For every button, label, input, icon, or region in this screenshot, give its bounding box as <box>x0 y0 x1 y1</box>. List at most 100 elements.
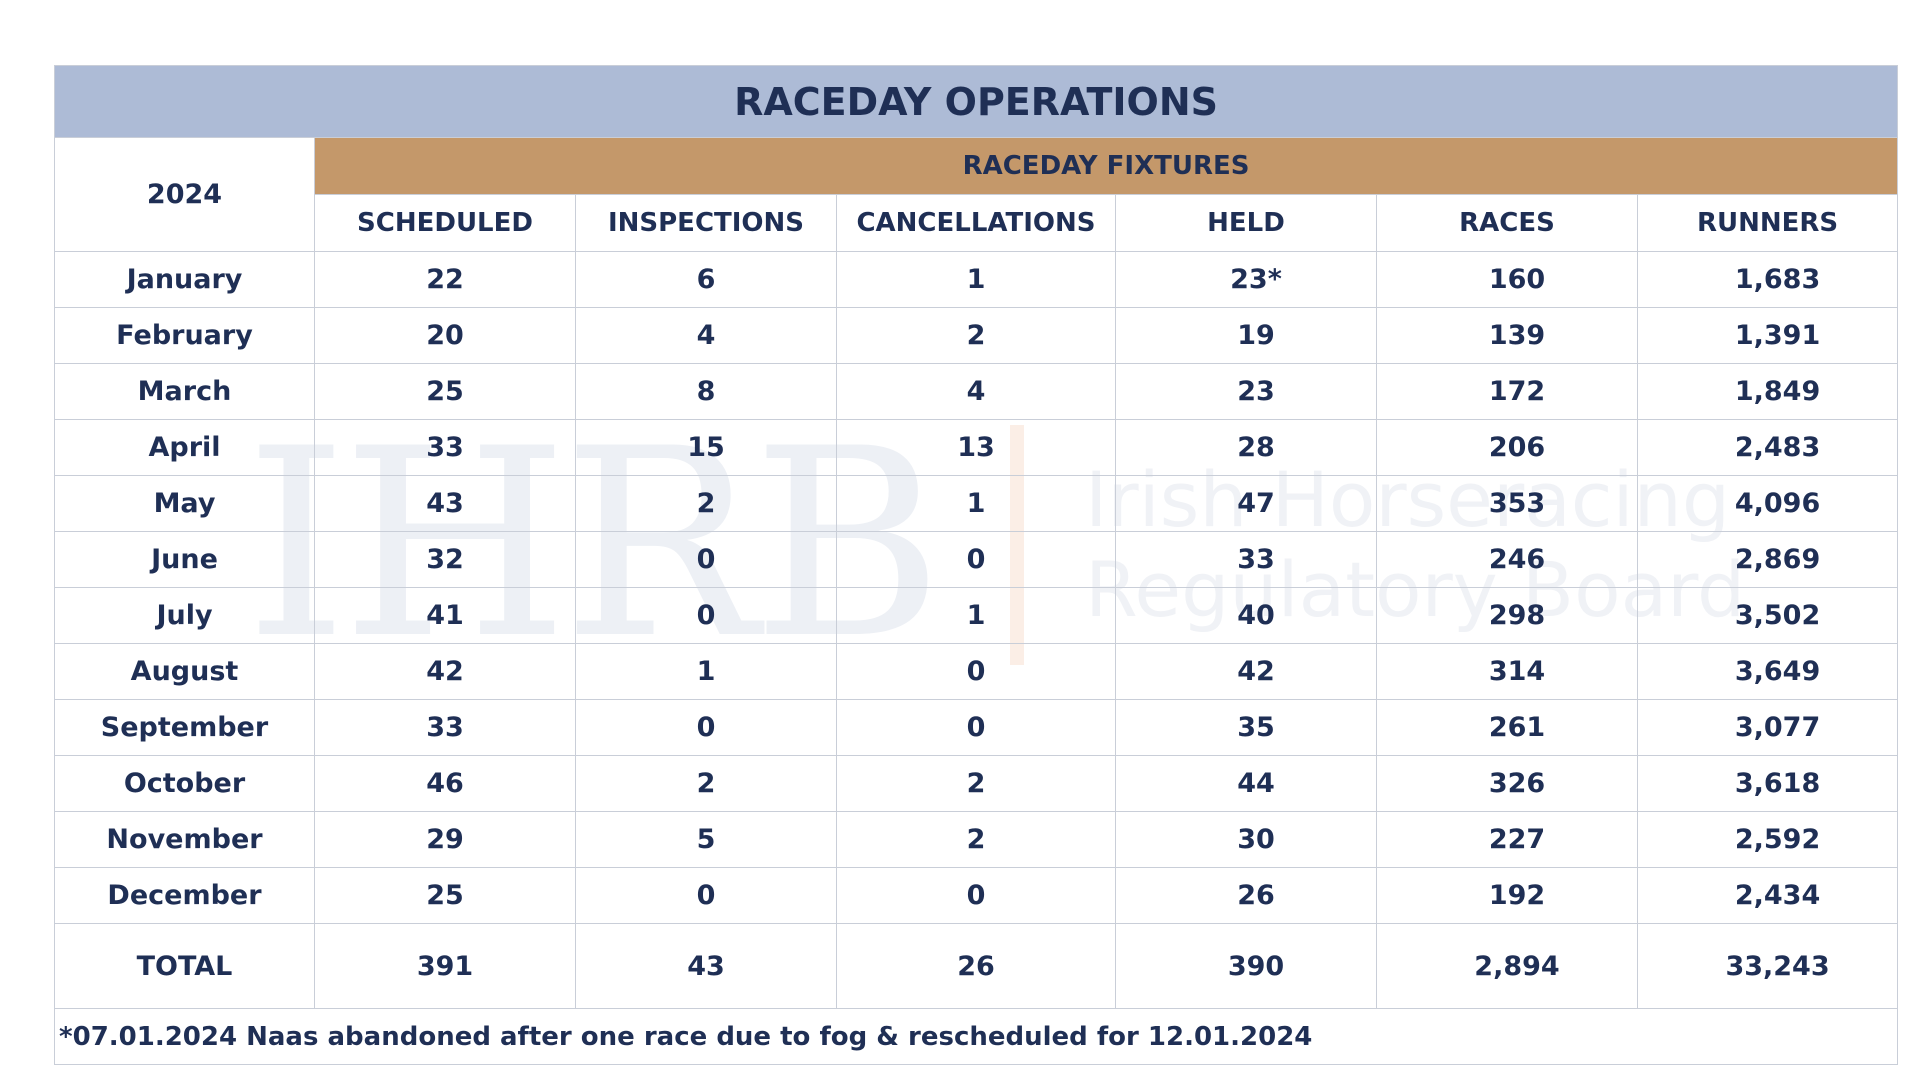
races-cell: 160 <box>1376 251 1638 308</box>
scheduled-cell: 25 <box>314 867 576 924</box>
inspections-cell: 0 <box>575 699 837 756</box>
runners-cell: 3,502 <box>1636 587 1899 644</box>
scheduled-cell: 29 <box>314 811 576 868</box>
raceday-operations-table: RACEDAY OPERATIONS 2024 RACEDAY FIXTURES… <box>53 65 1899 1065</box>
total-runners: 33,243 <box>1636 923 1899 1009</box>
runners-cell: 1,391 <box>1636 307 1899 364</box>
held-cell: 42 <box>1115 643 1377 700</box>
table-row: May 43 2 1 47 353 4,096 <box>54 475 1899 532</box>
cancellations-cell: 0 <box>836 643 1116 700</box>
inspections-cell: 2 <box>575 475 837 532</box>
table-row: February 20 4 2 19 139 1,391 <box>54 307 1899 364</box>
inspections-cell: 5 <box>575 811 837 868</box>
total-cancellations: 26 <box>836 923 1116 1009</box>
table-row: July 41 0 1 40 298 3,502 <box>54 587 1899 644</box>
inspections-cell: 8 <box>575 363 837 420</box>
runners-cell: 2,592 <box>1636 811 1899 868</box>
raceday-operations-table-container: RACEDAY OPERATIONS 2024 RACEDAY FIXTURES… <box>53 65 1899 1065</box>
month-label: August <box>54 643 315 700</box>
cancellations-cell: 13 <box>836 419 1116 476</box>
scheduled-cell: 43 <box>314 475 576 532</box>
column-header-row: SCHEDULED INSPECTIONS CANCELLATIONS HELD… <box>55 194 1899 252</box>
runners-cell: 2,869 <box>1636 531 1899 588</box>
month-label: December <box>54 867 315 924</box>
cancellations-cell: 0 <box>836 531 1116 588</box>
column-header-races: RACES <box>1376 194 1638 252</box>
cancellations-cell: 0 <box>836 699 1116 756</box>
inspections-cell: 0 <box>575 867 837 924</box>
inspections-cell: 6 <box>575 251 837 308</box>
inspections-cell: 4 <box>575 307 837 364</box>
total-row: TOTAL 391 43 26 390 2,894 33,243 <box>54 923 1899 1009</box>
runners-cell: 2,434 <box>1636 867 1899 924</box>
scheduled-cell: 46 <box>314 755 576 812</box>
scheduled-cell: 22 <box>314 251 576 308</box>
table-row: December 25 0 0 26 192 2,434 <box>54 867 1899 924</box>
inspections-cell: 15 <box>575 419 837 476</box>
column-header-runners: RUNNERS <box>1636 194 1899 252</box>
held-cell: 23 <box>1115 363 1377 420</box>
scheduled-cell: 20 <box>314 307 576 364</box>
races-cell: 353 <box>1376 475 1638 532</box>
held-cell: 44 <box>1115 755 1377 812</box>
footnote: *07.01.2024 Naas abandoned after one rac… <box>53 1008 1899 1065</box>
cancellations-cell: 1 <box>836 475 1116 532</box>
table-row: April 33 15 13 28 206 2,483 <box>54 419 1899 476</box>
month-label: April <box>54 419 315 476</box>
cancellations-cell: 2 <box>836 755 1116 812</box>
held-cell: 47 <box>1115 475 1377 532</box>
held-cell: 40 <box>1115 587 1377 644</box>
total-label: TOTAL <box>54 923 315 1009</box>
table-row: October 46 2 2 44 326 3,618 <box>54 755 1899 812</box>
races-cell: 261 <box>1376 699 1638 756</box>
races-cell: 139 <box>1376 307 1638 364</box>
table-row: March 25 8 4 23 172 1,849 <box>54 363 1899 420</box>
cancellations-cell: 2 <box>836 811 1116 868</box>
races-cell: 326 <box>1376 755 1638 812</box>
table-row: June 32 0 0 33 246 2,869 <box>54 531 1899 588</box>
runners-cell: 3,077 <box>1636 699 1899 756</box>
runners-cell: 1,849 <box>1636 363 1899 420</box>
cancellations-cell: 4 <box>836 363 1116 420</box>
held-cell: 28 <box>1115 419 1377 476</box>
total-scheduled: 391 <box>314 923 576 1009</box>
held-cell: 35 <box>1115 699 1377 756</box>
races-cell: 298 <box>1376 587 1638 644</box>
held-cell: 33 <box>1115 531 1377 588</box>
table-row: January 22 6 1 23* 160 1,683 <box>54 251 1899 308</box>
table-row: November 29 5 2 30 227 2,592 <box>54 811 1899 868</box>
fixtures-group-header: RACEDAY FIXTURES <box>313 137 1899 195</box>
scheduled-cell: 32 <box>314 531 576 588</box>
table-title: RACEDAY OPERATIONS <box>53 65 1899 138</box>
races-cell: 227 <box>1376 811 1638 868</box>
month-label: September <box>54 699 315 756</box>
runners-cell: 3,618 <box>1636 755 1899 812</box>
table-row: August 42 1 0 42 314 3,649 <box>54 643 1899 700</box>
column-header-held: HELD <box>1115 194 1377 252</box>
inspections-cell: 0 <box>575 531 837 588</box>
month-label: May <box>54 475 315 532</box>
cancellations-cell: 2 <box>836 307 1116 364</box>
scheduled-cell: 33 <box>314 699 576 756</box>
month-label: February <box>54 307 315 364</box>
month-label: January <box>54 251 315 308</box>
month-label: June <box>54 531 315 588</box>
total-inspections: 43 <box>575 923 837 1009</box>
scheduled-cell: 41 <box>314 587 576 644</box>
scheduled-cell: 42 <box>314 643 576 700</box>
races-cell: 206 <box>1376 419 1638 476</box>
scheduled-cell: 25 <box>314 363 576 420</box>
held-cell: 23* <box>1115 251 1377 308</box>
inspections-cell: 1 <box>575 643 837 700</box>
column-header-scheduled: SCHEDULED <box>314 194 576 252</box>
month-rows: January 22 6 1 23* 160 1,683 February 20… <box>54 251 1899 924</box>
inspections-cell: 2 <box>575 755 837 812</box>
held-cell: 26 <box>1115 867 1377 924</box>
column-header-inspections: INSPECTIONS <box>575 194 837 252</box>
races-cell: 192 <box>1376 867 1638 924</box>
month-label: July <box>54 587 315 644</box>
runners-cell: 3,649 <box>1636 643 1899 700</box>
held-cell: 30 <box>1115 811 1377 868</box>
runners-cell: 2,483 <box>1636 419 1899 476</box>
held-cell: 19 <box>1115 307 1377 364</box>
